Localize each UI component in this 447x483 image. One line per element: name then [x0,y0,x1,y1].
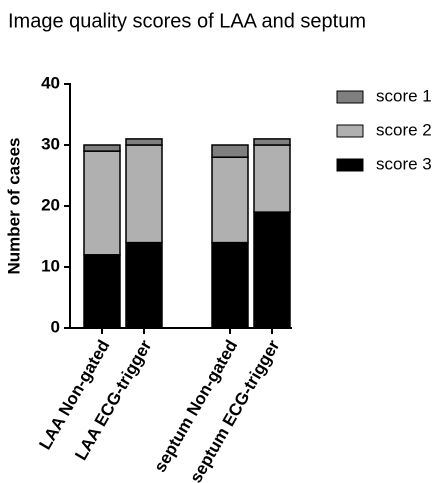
bar-segment [211,144,249,158]
bar-segment [211,156,249,244]
bar-segment [211,241,249,329]
legend-swatch [336,90,364,104]
y-axis-label: Number of cases [4,138,23,275]
bar-segment [253,138,291,146]
bar-segment [83,254,121,329]
x-tick-label: LAA ECG-trigger [71,336,155,463]
bar-segment [83,144,121,152]
bar-segment [125,138,163,146]
bar-segment [83,150,121,256]
legend-label: score 3 [376,154,432,173]
legend-label: score 2 [376,120,432,139]
legend-swatch [336,158,364,172]
bar-segment [253,144,291,213]
y-tick-label: 20 [41,195,60,214]
legend-swatch [336,124,364,138]
chart-title: Image quality scores of LAA and septum [8,10,366,32]
bar-segment [125,144,163,244]
y-tick-label: 40 [41,73,60,92]
y-tick-label: 10 [41,256,60,275]
y-tick-label: 0 [51,317,60,336]
bar-segment [253,211,291,329]
legend-label: score 1 [376,86,432,105]
bar-segment [125,241,163,329]
y-tick-label: 30 [41,134,60,153]
